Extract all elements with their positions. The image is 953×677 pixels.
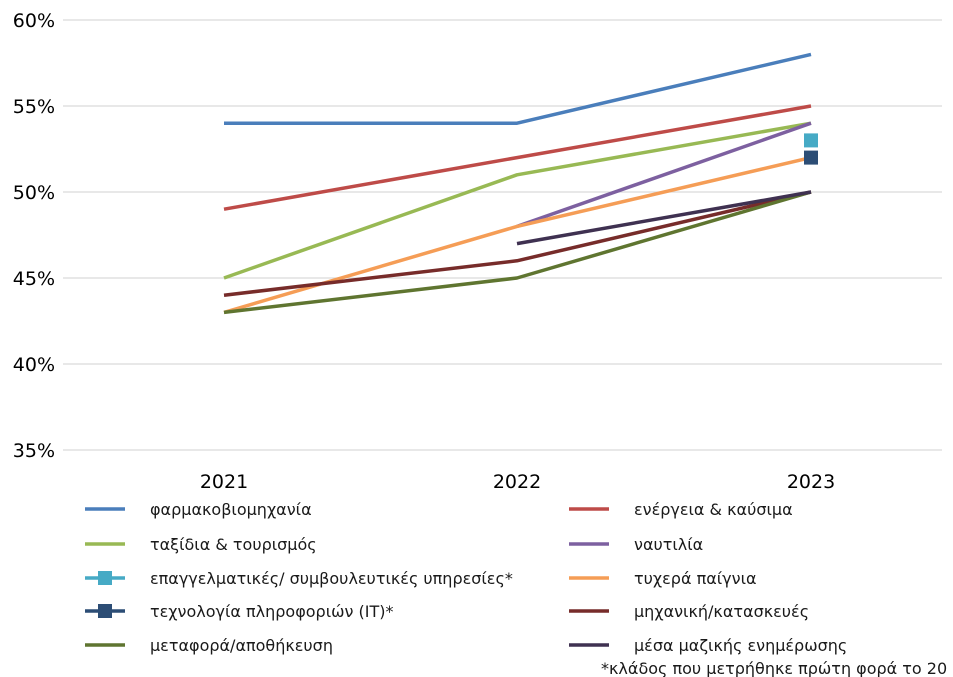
- series-line: [223, 190, 812, 315]
- legend-label: ταξίδια & τουρισμός: [150, 535, 317, 554]
- y-tick-label: 35%: [13, 440, 55, 462]
- series-marker: [804, 150, 818, 165]
- y-tick-label: 55%: [13, 96, 55, 118]
- x-axis-ticks: 2021 2022 2023: [200, 471, 835, 493]
- legend-label: τεχνολογία πληροφοριών (IT)*: [150, 602, 394, 621]
- series-line: [223, 190, 812, 297]
- x-tick-label: 2021: [200, 471, 248, 493]
- legend-label: φαρμακοβιομηχανία: [150, 500, 312, 519]
- y-axis-ticks: 35% 40% 45% 50% 55% 60%: [13, 10, 55, 462]
- series-line: [224, 52, 812, 125]
- y-tick-label: 40%: [13, 354, 55, 376]
- legend-label: επαγγελματικές/ συμβουλευτικές υπηρεσίες…: [150, 569, 513, 588]
- x-tick-label: 2023: [787, 471, 835, 493]
- legend-label: μηχανική/κατασκευές: [634, 602, 809, 621]
- legend-label: ενέργεια & καύσιμα: [634, 500, 793, 519]
- legend: φαρμακοβιομηχανία ενέργεια & καύσιμα ταξίδ…: [85, 500, 847, 655]
- y-tick-label: 45%: [13, 268, 55, 290]
- legend-marker: [98, 604, 112, 618]
- series-line: [223, 121, 812, 280]
- series-line: [516, 190, 812, 246]
- series-line: [516, 121, 812, 229]
- y-tick-label: 50%: [13, 182, 55, 204]
- series-lines: [223, 52, 818, 315]
- legend-label: ναυτιλία: [634, 535, 703, 554]
- legend-label: τυχερά παίγνια: [634, 569, 757, 588]
- legend-label: μέσα μαζικής ενημέρωσης: [634, 636, 847, 655]
- series-line: [223, 155, 812, 315]
- footnote: *κλάδος που μετρήθηκε πρώτη φορά το 20: [601, 659, 947, 677]
- series-line: [223, 104, 812, 211]
- gridlines: [63, 19, 942, 451]
- legend-label: μεταφορά/αποθήκευση: [150, 636, 333, 655]
- series-marker: [804, 133, 818, 148]
- x-tick-label: 2022: [493, 471, 541, 493]
- legend-marker: [98, 571, 112, 585]
- y-tick-label: 60%: [13, 10, 55, 32]
